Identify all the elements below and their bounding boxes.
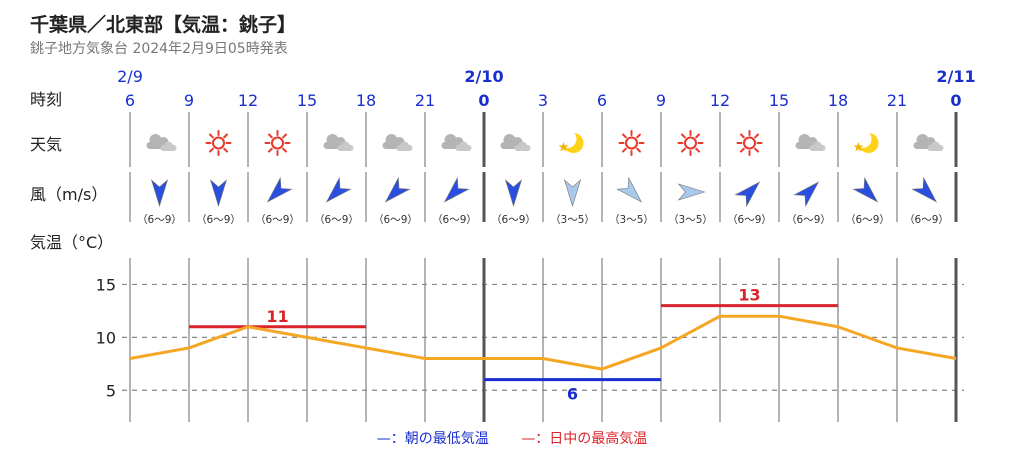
max-temp-bar-label: 13 bbox=[738, 286, 760, 305]
wind-speed-label: （6〜9） bbox=[255, 214, 300, 226]
cloud-icon bbox=[500, 134, 531, 151]
moon-icon bbox=[558, 130, 584, 153]
hour-label: 0 bbox=[478, 91, 489, 110]
hour-label: 15 bbox=[769, 91, 789, 110]
date-label: 2/11 bbox=[936, 67, 975, 86]
hour-label: 6 bbox=[125, 91, 135, 110]
cloud-icon bbox=[323, 134, 354, 151]
hour-label: 0 bbox=[950, 91, 961, 110]
sun-icon bbox=[618, 130, 645, 156]
hour-label: 3 bbox=[538, 91, 548, 110]
wind-direction-arrow bbox=[150, 179, 169, 208]
wind-speed-label: （6〜9） bbox=[314, 214, 359, 226]
wind-speed-label: （6〜9） bbox=[432, 214, 477, 226]
cloud-icon bbox=[913, 134, 944, 151]
legend-min-temp: —：朝の最低気温 bbox=[376, 431, 489, 447]
wind-direction-arrow bbox=[563, 179, 582, 208]
min-temp-bar-label: 6 bbox=[567, 385, 578, 404]
hour-label: 6 bbox=[597, 91, 607, 110]
cloud-icon bbox=[382, 134, 413, 151]
y-tick-label: 5 bbox=[106, 381, 116, 400]
wind-direction-arrow bbox=[325, 176, 352, 203]
hour-label: 21 bbox=[415, 91, 435, 110]
max-temp-bar-label: 11 bbox=[266, 307, 288, 326]
wind-direction-arrow bbox=[677, 183, 706, 201]
wind-direction-arrow bbox=[734, 181, 761, 208]
wind-direction-arrow bbox=[616, 176, 643, 203]
hour-label: 18 bbox=[356, 91, 376, 110]
wind-speed-label: （3〜5） bbox=[668, 214, 713, 226]
row-label-temp: 気温（°C） bbox=[30, 233, 113, 252]
row-label-weather: 天気 bbox=[30, 135, 62, 154]
wind-speed-label: （6〜9） bbox=[196, 214, 241, 226]
hour-label: 18 bbox=[828, 91, 848, 110]
date-label: 2/9 bbox=[117, 67, 143, 86]
wind-direction-arrow bbox=[443, 176, 470, 203]
cloud-icon bbox=[795, 134, 826, 151]
wind-speed-label: （6〜9） bbox=[845, 214, 890, 226]
cloud-icon bbox=[441, 134, 472, 151]
wind-direction-arrow bbox=[852, 176, 879, 203]
page-title: 千葉県／北東部【気温：銚子】 bbox=[30, 14, 297, 36]
wind-speed-label: （6〜9） bbox=[491, 214, 536, 226]
sun-icon bbox=[205, 130, 232, 156]
chart-legend: —：朝の最低気温 —：日中の最高気温 bbox=[0, 428, 1024, 448]
wind-direction-arrow bbox=[266, 176, 293, 203]
row-label-wind: 風（m/s） bbox=[30, 185, 107, 204]
sun-icon bbox=[677, 130, 704, 156]
wind-speed-label: （3〜5） bbox=[550, 214, 595, 226]
wind-speed-label: （6〜9） bbox=[786, 214, 831, 226]
wind-speed-label: （6〜9） bbox=[373, 214, 418, 226]
hour-label: 12 bbox=[710, 91, 730, 110]
y-tick-label: 10 bbox=[96, 328, 116, 347]
wind-direction-arrow bbox=[209, 179, 228, 208]
sun-icon bbox=[736, 130, 763, 156]
wind-speed-label: （6〜9） bbox=[904, 214, 949, 226]
hour-label: 21 bbox=[887, 91, 907, 110]
y-tick-label: 15 bbox=[96, 275, 116, 294]
hour-label: 9 bbox=[656, 91, 666, 110]
sun-icon bbox=[264, 130, 291, 156]
temperature-line bbox=[129, 314, 957, 371]
wind-speed-label: （3〜5） bbox=[609, 214, 654, 226]
cloud-icon bbox=[146, 134, 177, 151]
wind-direction-arrow bbox=[793, 181, 820, 208]
wind-speed-label: （6〜9） bbox=[137, 214, 182, 226]
moon-icon bbox=[853, 130, 879, 153]
wind-direction-arrow bbox=[911, 176, 938, 203]
wind-direction-arrow bbox=[384, 176, 411, 203]
page-subtitle: 銚子地方気象台 2024年2月9日05時発表 bbox=[30, 41, 288, 57]
hour-label: 9 bbox=[184, 91, 194, 110]
hour-label: 15 bbox=[297, 91, 317, 110]
hour-label: 12 bbox=[238, 91, 258, 110]
wind-speed-label: （6〜9） bbox=[727, 214, 772, 226]
wind-direction-arrow bbox=[504, 179, 523, 208]
row-label-time: 時刻 bbox=[30, 90, 62, 109]
date-label: 2/10 bbox=[464, 67, 503, 86]
legend-max-temp: —：日中の最高気温 bbox=[521, 431, 648, 447]
